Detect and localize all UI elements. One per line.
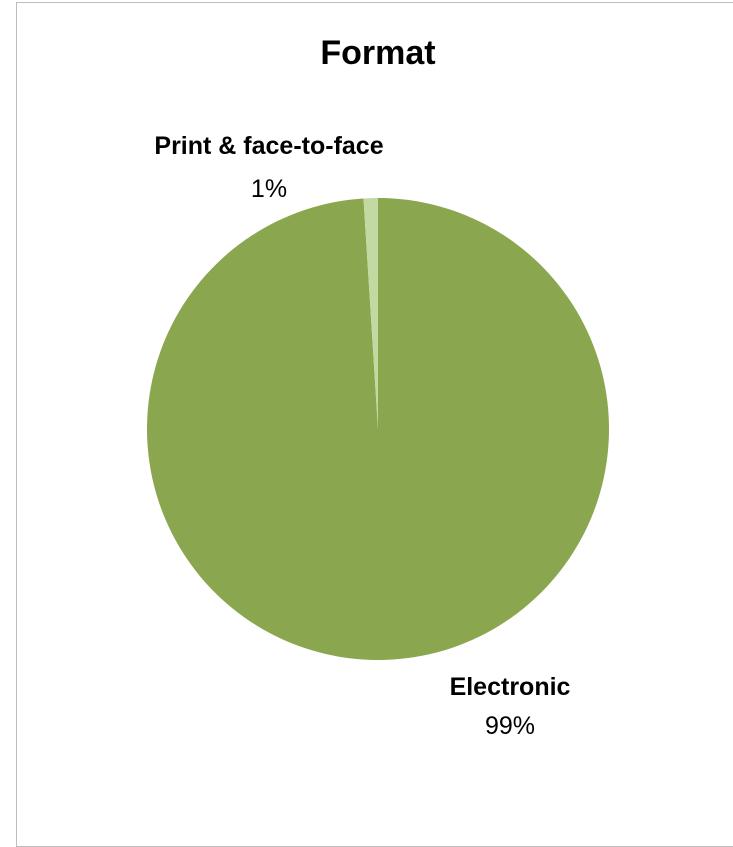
slice-value-electronic: 99% <box>485 712 535 740</box>
pie-slice-print-face-to-face <box>363 198 378 429</box>
pie-slice-electronic <box>146 198 609 661</box>
slice-label-electronic: Electronic <box>450 673 571 701</box>
pie-slices <box>146 198 609 661</box>
slice-value-print-face-to-face: 1% <box>251 175 287 203</box>
chart-title: Format <box>320 34 435 72</box>
slice-label-print-face-to-face: Print & face-to-face <box>154 132 383 160</box>
